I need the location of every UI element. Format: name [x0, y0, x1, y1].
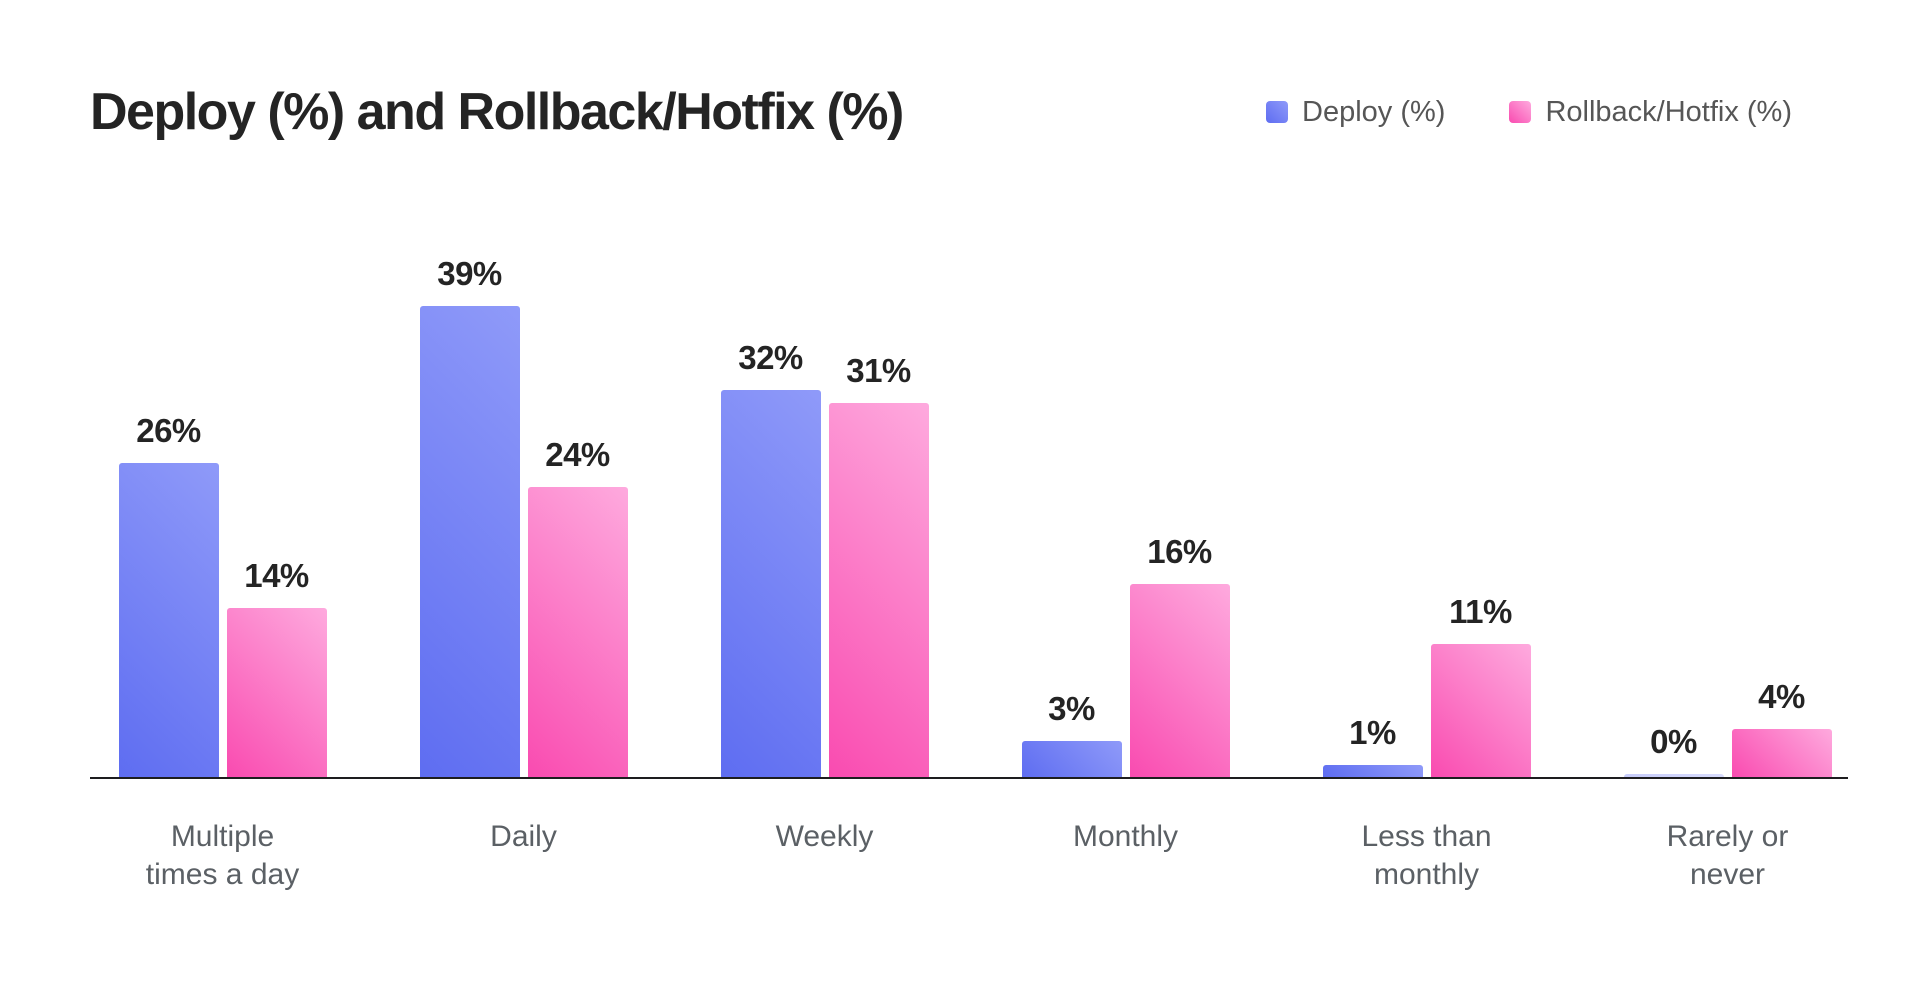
category-label-text: Monthly — [1072, 820, 1179, 853]
bar-group: 26% 14% — [72, 412, 373, 777]
bar-cell: 24% — [527, 436, 628, 777]
bar-value-label: 11% — [1449, 593, 1512, 630]
bar-value-label: 3% — [1048, 690, 1095, 727]
category-label: Rarely or never — [1577, 818, 1878, 895]
x-axis-line — [90, 777, 1848, 779]
bar — [527, 487, 628, 777]
category-label: Less than monthly — [1276, 818, 1577, 895]
bar-value-label: 16% — [1147, 533, 1212, 570]
chart-header: Deploy (%) and Rollback/Hotfix (%) Deplo… — [90, 82, 1792, 142]
bar — [1129, 584, 1230, 777]
bar — [720, 390, 821, 777]
bar — [226, 608, 327, 777]
bar-group: 1% 11% — [1276, 593, 1577, 777]
bar-cell: 31% — [828, 352, 929, 777]
legend-label-deploy: Deploy (%) — [1302, 95, 1446, 128]
bar — [1731, 729, 1832, 777]
category-label-text: Weekly — [775, 820, 874, 853]
rollback-swatch-icon — [1509, 101, 1532, 123]
bar-value-label: 39% — [437, 255, 502, 292]
bar-value-label: 24% — [545, 436, 610, 473]
bar — [419, 306, 520, 777]
bar-value-label: 1% — [1349, 714, 1396, 751]
bar-value-label: 31% — [846, 352, 911, 389]
bar-cell: 16% — [1129, 533, 1230, 777]
category-label-text: Multiple times a day — [145, 820, 300, 892]
bar-cell: 39% — [419, 255, 520, 777]
category-label-text: Daily — [490, 820, 557, 853]
legend-item-deploy: Deploy (%) — [1266, 96, 1445, 129]
deploy-swatch-icon — [1266, 101, 1288, 123]
category-label: Daily — [373, 818, 674, 895]
bar-cell: 14% — [226, 557, 327, 777]
bar — [828, 403, 929, 777]
bar-value-label: 26% — [136, 412, 201, 449]
bar-value-label: 0% — [1650, 723, 1697, 760]
bar-cell: 3% — [1021, 690, 1122, 777]
bar-cell: 0% — [1623, 723, 1724, 777]
category-label: Multiple times a day — [72, 818, 373, 895]
bar-group: 39% 24% — [373, 255, 674, 777]
bar — [1322, 765, 1423, 777]
category-axis-labels: Multiple times a day Daily Weekly Monthly Le… — [72, 818, 1878, 895]
bar-value-label: 32% — [738, 339, 803, 376]
bar — [1430, 644, 1531, 777]
bar-group: 32% 31% — [674, 339, 975, 777]
bar-group: 3% 16% — [975, 533, 1276, 777]
legend-label-rollback: Rollback/Hotfix (%) — [1545, 95, 1792, 128]
legend-item-rollback: Rollback/Hotfix (%) — [1509, 96, 1792, 129]
category-label-text: Less than monthly — [1361, 820, 1492, 892]
bar — [1623, 774, 1724, 777]
bar-cell: 1% — [1322, 714, 1423, 777]
bar-cell: 32% — [720, 339, 821, 777]
category-label-text: Rarely or never — [1666, 820, 1789, 892]
chart-legend: Deploy (%) Rollback/Hotfix (%) — [1266, 96, 1792, 129]
category-label: Weekly — [674, 818, 975, 895]
bar-cell: 26% — [118, 412, 219, 777]
bar-group: 0% 4% — [1577, 678, 1878, 777]
bar — [118, 463, 219, 777]
bar-groups: 26% 14% 39% 24% 32% 31% 3% 16% 1% 11% 0% 4% — [72, 255, 1878, 777]
bar-value-label: 4% — [1758, 678, 1805, 715]
bar-cell: 4% — [1731, 678, 1832, 777]
bar — [1021, 741, 1122, 777]
chart-title: Deploy (%) and Rollback/Hotfix (%) — [90, 83, 904, 141]
bar-cell: 11% — [1430, 593, 1531, 777]
bar-value-label: 14% — [244, 557, 309, 594]
category-label: Monthly — [975, 818, 1276, 895]
